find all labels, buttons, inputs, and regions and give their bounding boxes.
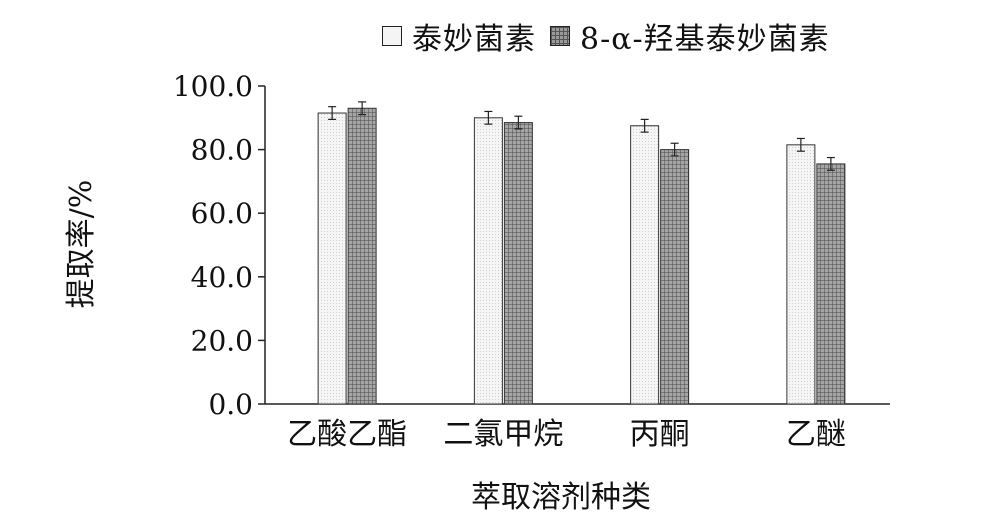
bar [317,112,347,405]
x-tick-label: 二氯甲烷 [443,417,563,452]
bar [503,122,533,405]
bar [473,117,503,405]
y-tick-label: 20.0 [191,324,253,357]
y-tick-label: 40.0 [191,261,253,294]
x-tick-label: 乙酸乙酯 [287,417,407,452]
bar [630,125,660,405]
bar [786,144,816,405]
bar [816,163,846,405]
legend-label-series-1: 泰妙菌素 [412,22,536,57]
x-tick-label: 丙酮 [630,417,690,452]
legend-item-series-1: 泰妙菌素 [382,14,536,58]
legend-swatch-light-icon [382,26,402,46]
legend: 泰妙菌素 8-α-羟基泰妙菌素 [382,14,844,58]
x-axis-title: 萃取溶剂种类 [471,480,651,515]
x-tick-label: 乙醚 [786,417,846,452]
legend-item-series-2: 8-α-羟基泰妙菌素 [550,14,830,58]
y-tick-label: 100.0 [173,70,253,103]
y-tick-label: 60.0 [191,197,253,230]
y-tick-label: 80.0 [191,134,253,167]
bar [347,107,377,405]
y-tick-label: 0.0 [208,388,253,421]
legend-swatch-dark-icon [550,26,570,46]
legend-label-series-2: 8-α-羟基泰妙菌素 [580,22,830,57]
bar [660,149,690,405]
